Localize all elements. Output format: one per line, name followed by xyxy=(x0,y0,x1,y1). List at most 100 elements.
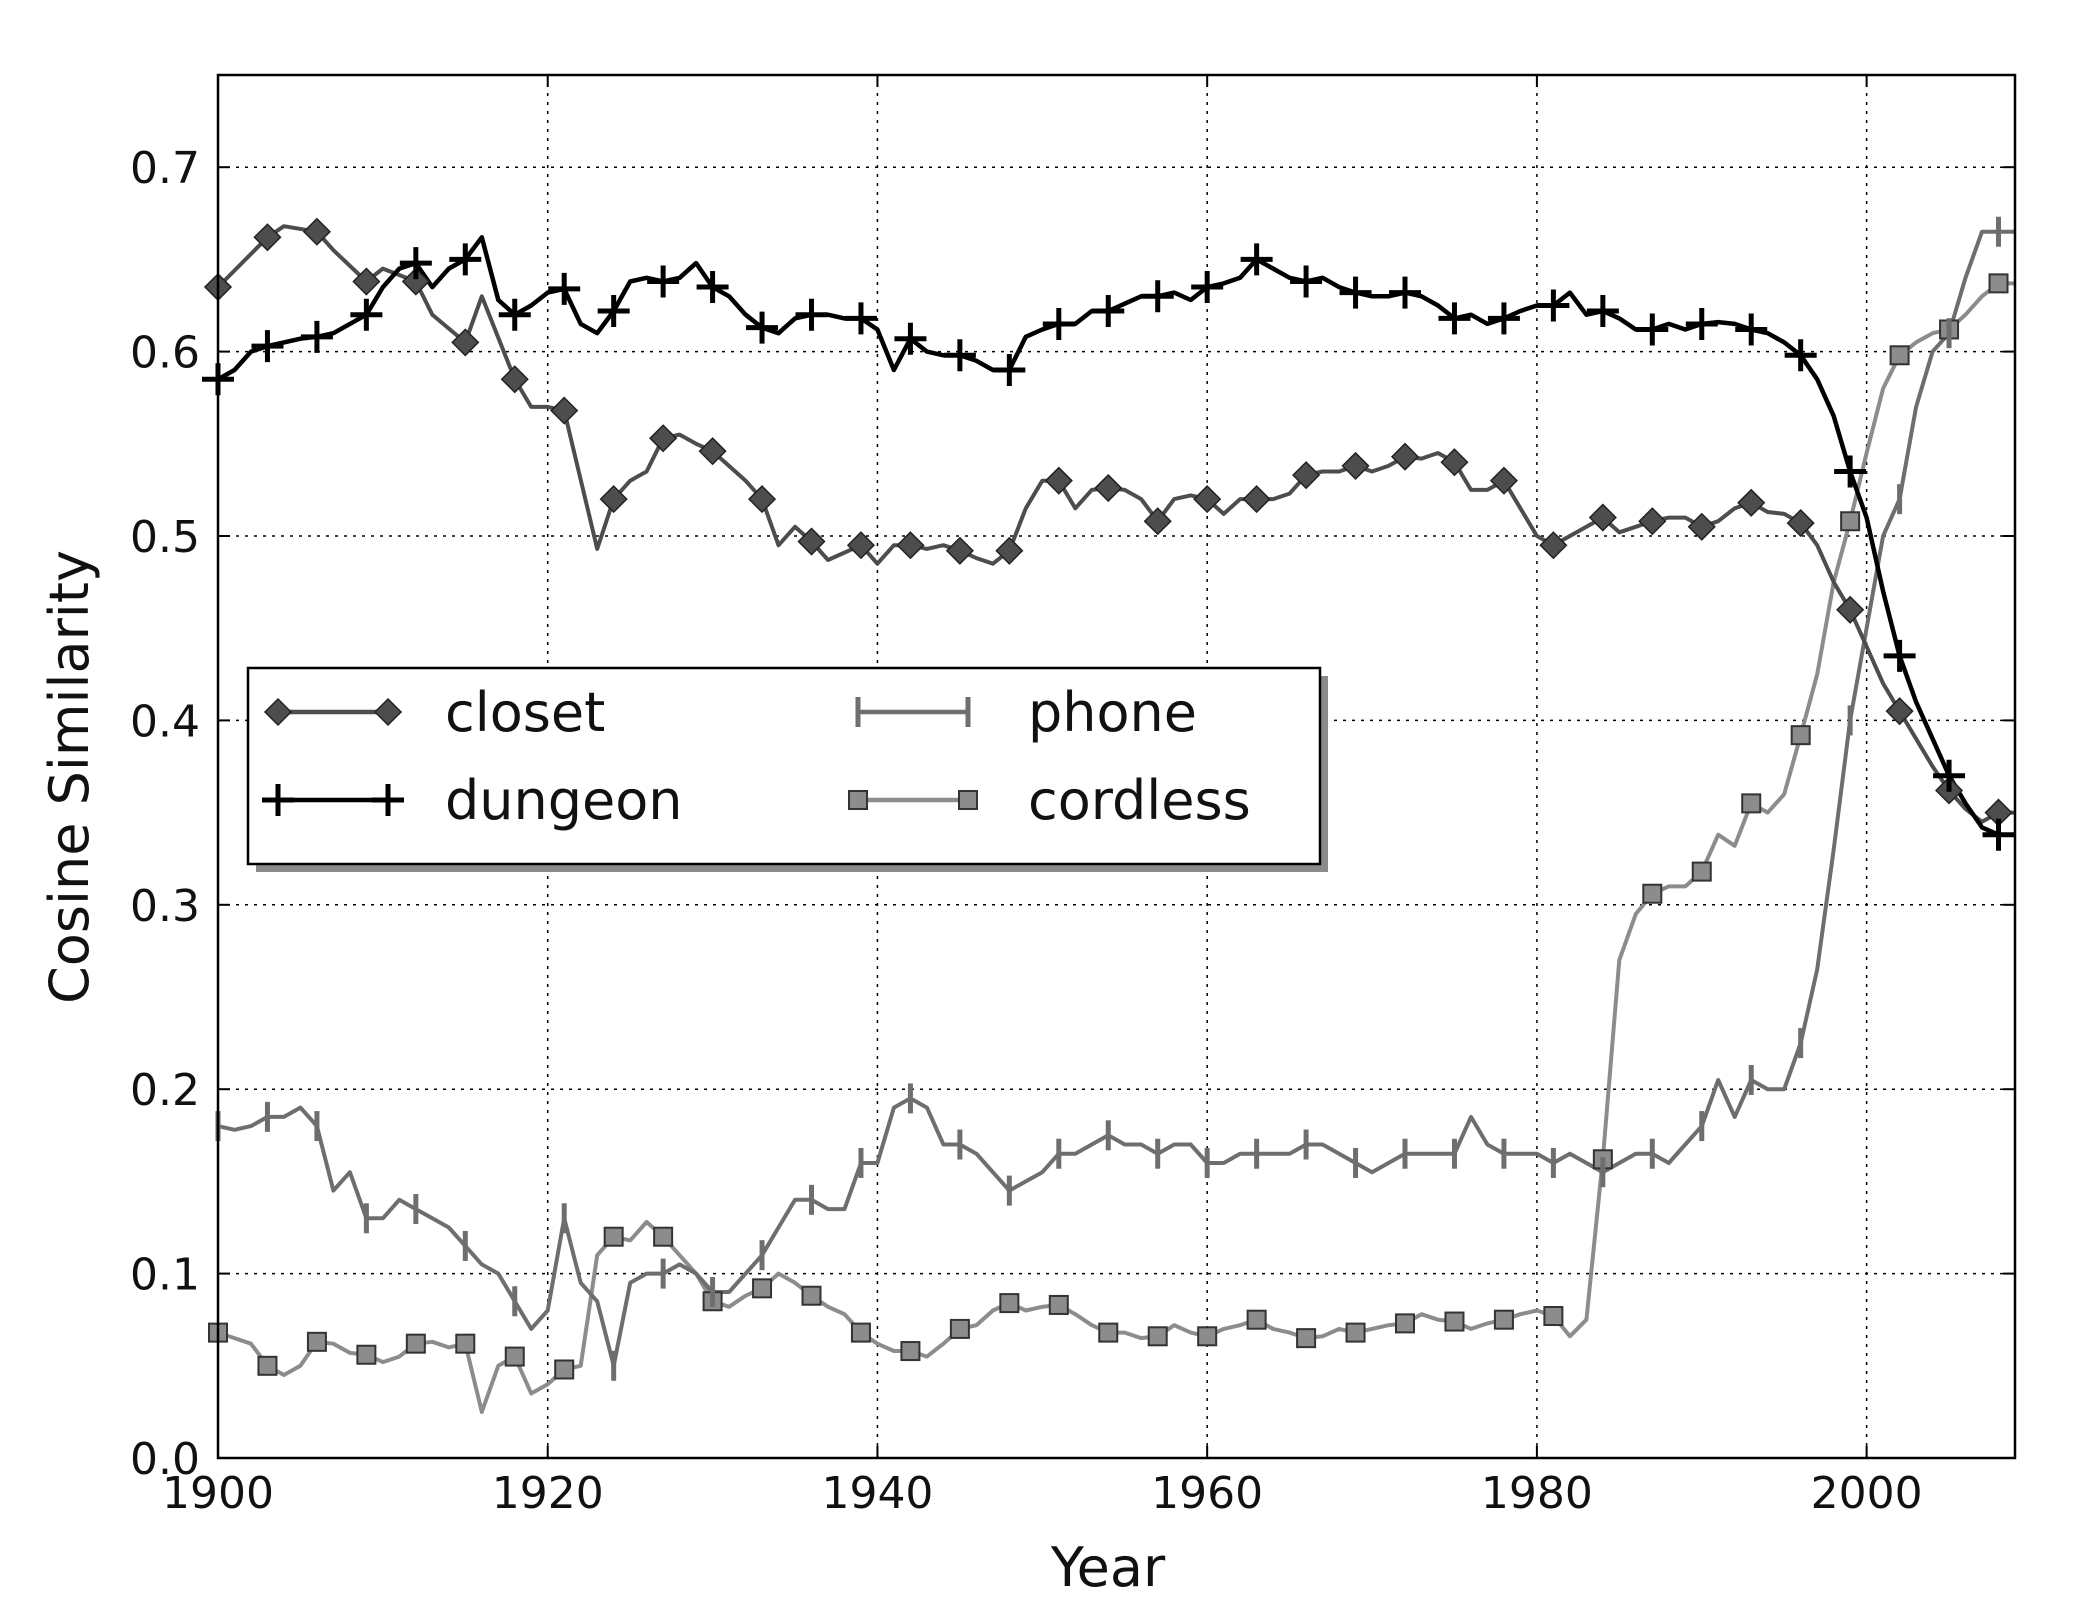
closet-marker xyxy=(1786,509,1815,538)
closet-marker xyxy=(1638,507,1667,536)
dungeon-marker xyxy=(1339,276,1372,309)
closet-marker xyxy=(797,527,826,556)
closet-marker xyxy=(1094,473,1123,503)
closet-marker xyxy=(1737,488,1766,517)
x-tick-label: 1900 xyxy=(162,1468,274,1519)
closet-marker xyxy=(846,531,876,560)
y-axis-title: Cosine Similarity xyxy=(38,550,101,1004)
legend-closet-marker xyxy=(263,697,293,727)
legend: closet dungeon phone cordless xyxy=(246,666,1328,872)
closet-marker xyxy=(500,365,529,394)
closet-marker xyxy=(1193,485,1222,514)
cordless-marker xyxy=(504,1346,525,1367)
x-tick-label: 1940 xyxy=(821,1468,933,1519)
cordless-marker xyxy=(306,1331,327,1352)
cordless-marker xyxy=(257,1355,278,1376)
legend-cordless-label: cordless xyxy=(1028,769,1251,832)
closet-marker xyxy=(1539,531,1568,560)
axis-tick-labels: 1900 1920 1940 1960 1980 2000 0.0 0.1 0.2 0.3 0.4 0… xyxy=(130,143,1923,1519)
dungeon-marker xyxy=(1933,759,1966,792)
closet-marker xyxy=(1292,461,1321,490)
cordless-marker xyxy=(1493,1309,1514,1330)
dungeon-marker xyxy=(943,339,976,372)
dungeon-marker xyxy=(449,243,482,276)
y-tick-label: 0.1 xyxy=(130,1250,200,1301)
dungeon-marker xyxy=(1834,455,1867,488)
dungeon-marker xyxy=(1735,313,1768,346)
closet-marker xyxy=(302,217,331,246)
cordless-marker xyxy=(1395,1313,1416,1334)
closet-marker xyxy=(599,485,628,514)
dungeon-marker xyxy=(1438,302,1471,335)
closet-marker xyxy=(945,536,974,565)
x-tick-label: 2000 xyxy=(1811,1468,1923,1519)
cordless-marker xyxy=(1246,1309,1267,1330)
closet-marker xyxy=(401,267,430,296)
closet-marker xyxy=(1341,451,1370,480)
y-tick-label: 0.2 xyxy=(130,1065,200,1116)
cordless-marker xyxy=(999,1293,1020,1314)
dungeon-marker xyxy=(746,311,779,344)
legend-closet-label: closet xyxy=(445,681,605,744)
cordless-marker xyxy=(1691,861,1712,882)
cordless-marker xyxy=(1444,1311,1465,1332)
dungeon-marker xyxy=(1191,271,1224,304)
legend-cordless-marker xyxy=(958,790,978,810)
dungeon-marker xyxy=(1685,307,1718,340)
closet-marker xyxy=(1489,466,1518,495)
closet-marker xyxy=(698,437,727,466)
closet-marker xyxy=(1242,485,1271,514)
cordless-marker xyxy=(752,1278,773,1299)
x-axis-title: Year xyxy=(1050,1536,1166,1599)
closet-marker xyxy=(1588,503,1617,532)
closet-marker xyxy=(1440,448,1469,477)
dungeon-marker xyxy=(300,320,333,353)
cordless-marker xyxy=(1098,1322,1119,1343)
cordless-marker xyxy=(949,1318,970,1339)
dungeon-marker xyxy=(251,330,284,363)
dungeon-marker xyxy=(1290,265,1323,298)
dungeon-marker xyxy=(1586,295,1619,328)
closet-marker xyxy=(1836,595,1865,624)
y-tick-label: 0.0 xyxy=(130,1434,200,1485)
cordless-marker xyxy=(801,1285,822,1306)
closet-marker xyxy=(1885,697,1914,726)
closet-marker xyxy=(1044,466,1073,495)
dungeon-marker xyxy=(795,298,828,331)
dungeon-marker xyxy=(894,322,927,355)
cordless-marker xyxy=(1790,725,1811,746)
legend-dungeon-label: dungeon xyxy=(445,769,683,832)
dungeon-marker xyxy=(647,265,680,298)
closet-marker xyxy=(352,267,381,296)
x-tick-label: 1980 xyxy=(1481,1468,1593,1519)
cordless-marker xyxy=(1147,1326,1168,1347)
closet-marker xyxy=(896,531,925,560)
cordless-marker xyxy=(1988,273,2009,294)
cordless-marker xyxy=(455,1333,476,1354)
legend-phone-label: phone xyxy=(1028,681,1197,744)
cordless-marker xyxy=(356,1344,377,1365)
dungeon-marker xyxy=(1141,280,1174,313)
dungeon-marker xyxy=(548,272,581,305)
legend-cordless-marker xyxy=(848,790,868,810)
legend-dungeon-marker xyxy=(372,784,404,816)
cordless-marker xyxy=(1642,883,1663,904)
dungeon-marker xyxy=(1389,276,1422,309)
closet-marker xyxy=(451,328,480,357)
dungeon-marker xyxy=(1092,295,1125,328)
axis-ticks xyxy=(217,75,2015,1459)
dungeon-marker xyxy=(1636,313,1669,346)
y-tick-label: 0.5 xyxy=(130,512,200,563)
y-tick-label: 0.4 xyxy=(130,696,200,747)
cordless-marker xyxy=(850,1322,871,1343)
legend-dungeon-marker xyxy=(262,784,294,816)
x-tick-label: 1920 xyxy=(492,1468,604,1519)
cordless-marker xyxy=(1345,1322,1366,1343)
dungeon-marker xyxy=(498,298,531,331)
closet-marker xyxy=(1390,442,1420,471)
closet-marker xyxy=(1143,507,1172,536)
dungeon-marker xyxy=(399,247,432,280)
cordless-marker xyxy=(1048,1294,1069,1315)
legend-entries: closet dungeon phone cordless xyxy=(262,681,1251,832)
